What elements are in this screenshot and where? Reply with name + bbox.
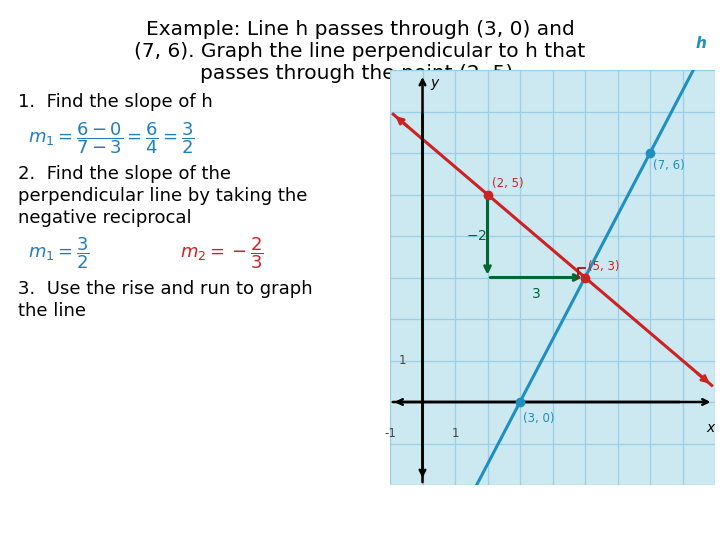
Text: (2, 5): (2, 5) (492, 177, 524, 191)
Text: 1: 1 (451, 427, 459, 440)
Text: (7, 6): (7, 6) (653, 159, 685, 172)
Text: h: h (696, 36, 706, 51)
Text: 2.  Find the slope of the: 2. Find the slope of the (18, 165, 231, 183)
Text: (3, 0): (3, 0) (523, 413, 554, 426)
Text: 1: 1 (399, 354, 406, 367)
Text: y: y (431, 76, 439, 90)
Text: $m_2 = -\dfrac{2}{3}$: $m_2 = -\dfrac{2}{3}$ (180, 235, 264, 271)
Text: (5, 3): (5, 3) (588, 260, 620, 273)
Text: $m_1 = \dfrac{3}{2}$: $m_1 = \dfrac{3}{2}$ (28, 235, 89, 271)
Text: Example: Line h passes through (3, 0) and: Example: Line h passes through (3, 0) an… (145, 20, 575, 39)
Text: (7, 6). Graph the line perpendicular to h that: (7, 6). Graph the line perpendicular to … (135, 42, 585, 61)
Text: -1: -1 (384, 427, 396, 440)
Text: $-2$: $-2$ (466, 229, 487, 243)
Text: $m_1 = \dfrac{6-0}{7-3} = \dfrac{6}{4} = \dfrac{3}{2}$: $m_1 = \dfrac{6-0}{7-3} = \dfrac{6}{4} =… (28, 120, 194, 156)
Text: 1.  Find the slope of h: 1. Find the slope of h (18, 93, 212, 111)
Text: perpendicular line by taking the: perpendicular line by taking the (18, 187, 307, 205)
Text: the line: the line (18, 302, 86, 320)
Text: x: x (706, 421, 714, 435)
Text: passes through the point (2, 5).: passes through the point (2, 5). (200, 64, 520, 83)
Text: 3.  Use the rise and run to graph: 3. Use the rise and run to graph (18, 280, 312, 298)
Text: $3$: $3$ (531, 287, 541, 301)
Text: negative reciprocal: negative reciprocal (18, 209, 192, 227)
